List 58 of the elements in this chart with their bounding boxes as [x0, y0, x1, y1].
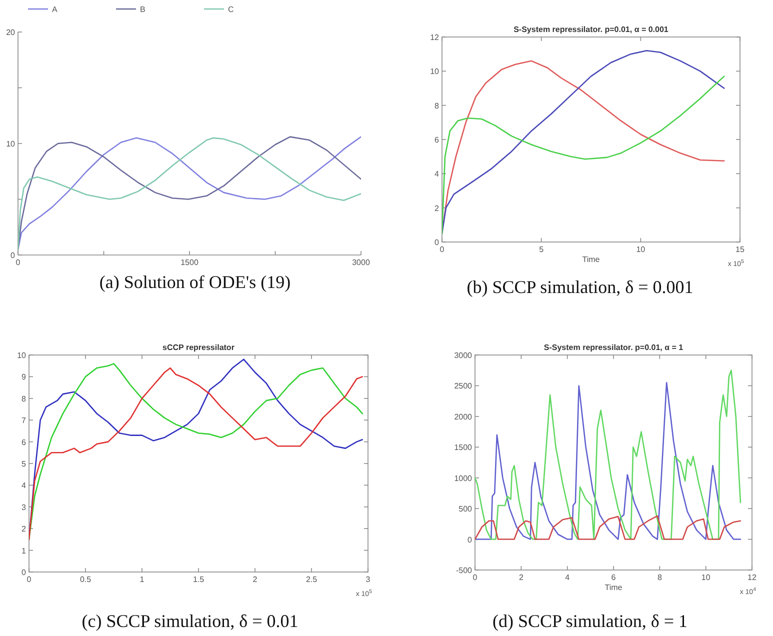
y-tick-label: 8: [434, 101, 440, 110]
y-tick-label: 4: [434, 170, 440, 179]
x-tick-label: 3: [366, 575, 371, 584]
x-tick-label: 3000: [352, 258, 370, 267]
x-tick-label: 2: [518, 573, 524, 582]
y-tick-label: 2: [434, 204, 440, 213]
line-series: [475, 515, 742, 540]
y-tick-label: 12: [430, 33, 440, 42]
legend-label: A: [52, 5, 58, 14]
y-tick-label: 7: [22, 416, 27, 426]
x-tick-label: 1: [140, 575, 145, 584]
chart-title: S-System repressilator. p=0.01, α = 0.001: [514, 25, 669, 34]
x-tick-label: 6: [611, 573, 616, 582]
y-tick-label: 500: [458, 504, 473, 514]
y-tick-label: 1500: [454, 443, 473, 452]
legend-label: B: [140, 5, 146, 14]
y-tick-label: 1: [22, 546, 27, 556]
x-tick-label: 1500: [180, 258, 199, 267]
x-tick-label: 8: [657, 573, 662, 582]
text: (a) Solution of ODE's (19): [99, 272, 291, 292]
x-axis-title: Time: [604, 583, 623, 592]
text: (b) SCCP simulation, δ = 0.001: [466, 277, 694, 297]
chart-title: S-System repressilator. p=0.01, α = 1: [544, 343, 684, 352]
y-tick-label: 4: [22, 481, 27, 490]
y-tick-label: 9: [22, 372, 27, 382]
y-tick-label: 5: [22, 460, 27, 468]
y-tick-label: 2000: [454, 412, 473, 422]
y-tick-label: 10: [430, 67, 440, 76]
y-tick-label: 2500: [454, 382, 473, 391]
y-tick-label: 6: [22, 438, 27, 447]
y-tick-label: 6: [434, 136, 440, 144]
x-axis-title: Time: [582, 255, 600, 264]
x-tick-label: 1.5: [192, 575, 205, 584]
y-tick-label: 0: [434, 238, 440, 247]
x-tick-label: 4: [565, 573, 570, 582]
y-tick-label: 20: [6, 28, 16, 37]
x-tick-label: 2.5: [306, 575, 318, 584]
y-tick-label: 2: [22, 524, 27, 534]
x-tick-label: 15: [736, 245, 745, 254]
y-tick-label: 10: [6, 140, 16, 148]
text: (c) SCCP simulation, δ = 0.01: [82, 611, 298, 631]
y-tick-label: -500: [456, 566, 473, 575]
x-tick-label: 2: [252, 575, 258, 584]
y-tick-label: 3: [22, 502, 27, 512]
x-tick-label: 12: [748, 573, 757, 582]
y-tick-label: 8: [22, 394, 27, 404]
y-tick-label: 10: [17, 351, 27, 360]
legend-label: C: [228, 5, 234, 14]
y-tick-label: 1000: [454, 474, 473, 483]
x-tick-label: 5: [539, 245, 544, 254]
y-tick-label: 0: [468, 535, 473, 544]
x-tick-label: 0.5: [80, 575, 92, 584]
x-tick-label: 10: [636, 245, 646, 254]
y-tick-label: 0: [10, 251, 16, 260]
chart-title: sCCP repressilator: [162, 343, 234, 352]
x-tick-label: 10: [701, 573, 711, 582]
y-tick-label: 3000: [454, 351, 473, 360]
text: (d) SCCP simulation, δ = 1: [492, 611, 688, 631]
